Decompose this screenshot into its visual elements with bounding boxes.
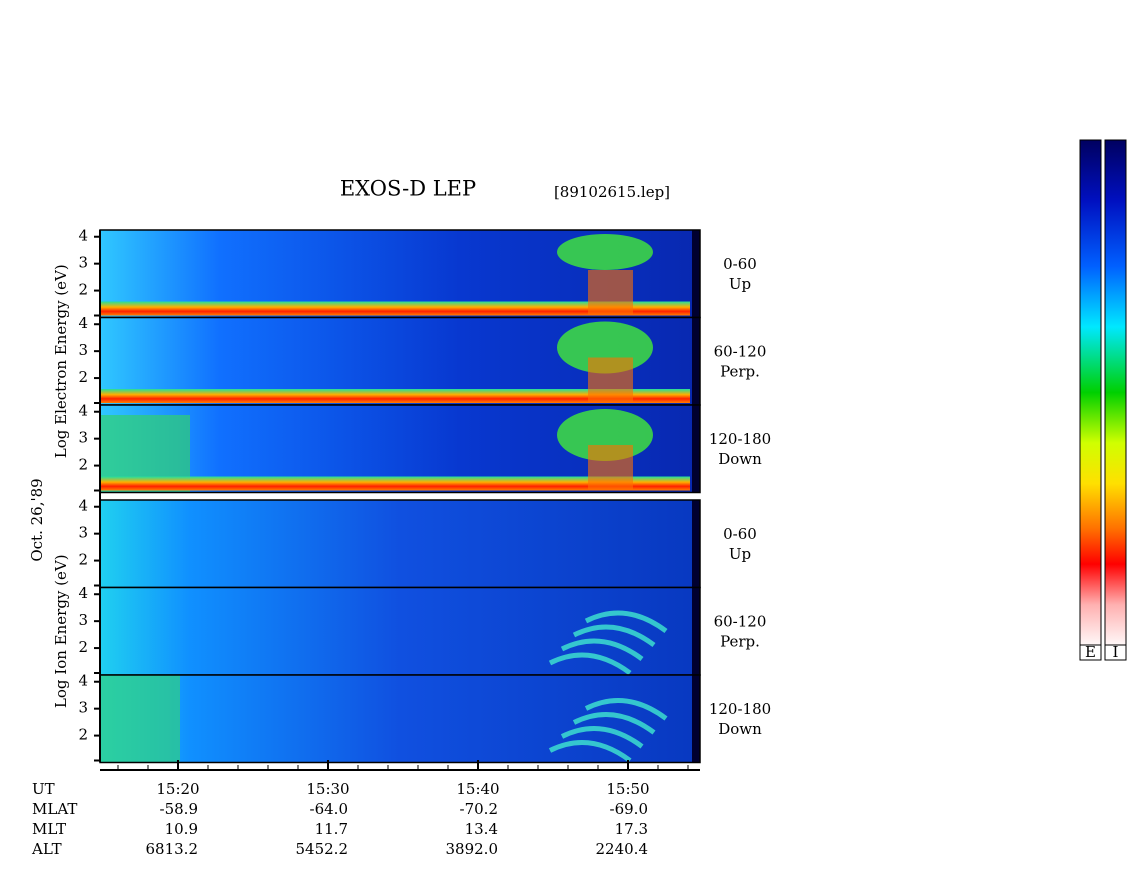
- x-tick-label: 15:20: [156, 780, 199, 798]
- y-tick-label: 4: [78, 314, 88, 332]
- row-name: UT: [32, 780, 55, 798]
- spectrogram-band: [100, 301, 690, 316]
- y-tick-label: 3: [78, 429, 88, 447]
- spectrogram-band: [100, 389, 690, 403]
- panel-direction: Perp.: [720, 633, 760, 651]
- spectrogram-arc: [560, 638, 644, 662]
- x-tick-label: 15:50: [606, 780, 649, 798]
- spectrogram-burst: [588, 270, 633, 316]
- y-tick-label: 3: [78, 524, 88, 542]
- x-tick-label: 15:30: [306, 780, 349, 798]
- spectrogram-arc: [584, 698, 668, 721]
- row-value: 13.4: [465, 820, 498, 838]
- panel-direction: Up: [729, 275, 751, 293]
- colorbar-label: E: [1085, 643, 1096, 661]
- y-tick-label: 2: [78, 368, 88, 386]
- row-value: 6813.2: [146, 840, 199, 858]
- panel-direction: Perp.: [720, 363, 760, 381]
- panel-angle: 0-60: [723, 525, 757, 543]
- panel-edge: [692, 230, 700, 318]
- spectrogram-arc: [548, 740, 632, 763]
- y-tick-label: 2: [78, 638, 88, 656]
- file-label: [89102615.lep]: [554, 183, 670, 201]
- spectrogram-burst: [588, 357, 633, 403]
- panel-angle: 120-180: [709, 430, 771, 448]
- panel-edge: [692, 675, 700, 763]
- spectrogram-burst: [588, 445, 633, 491]
- y-tick-label: 3: [78, 611, 88, 629]
- panel-angle: 0-60: [723, 255, 757, 273]
- row-value: 2240.4: [596, 840, 649, 858]
- panel-angle: 120-180: [709, 700, 771, 718]
- y-tick-label: 3: [78, 254, 88, 272]
- y-tick-label: 4: [78, 672, 88, 690]
- spectrogram-bg: [100, 675, 700, 763]
- title: EXOS-D LEP: [340, 177, 476, 201]
- spectrogram-arc: [584, 610, 668, 634]
- colorbar-label: I: [1113, 643, 1119, 661]
- spectrogram-bg: [100, 500, 700, 588]
- spectrogram-blob: [557, 234, 653, 270]
- y-tick-label: 3: [78, 699, 88, 717]
- colorbar: [1104, 139, 1127, 646]
- y-tick-label: 2: [78, 551, 88, 569]
- y-tick-label: 2: [78, 726, 88, 744]
- y-axis-label: Log Ion Energy (eV): [52, 554, 70, 708]
- spectrogram-arc: [560, 726, 644, 749]
- colorbar: [1079, 139, 1102, 646]
- row-value: 17.3: [615, 820, 648, 838]
- panel-direction: Up: [729, 545, 751, 563]
- y-tick-label: 4: [78, 402, 88, 420]
- row-value: 10.9: [165, 820, 198, 838]
- panel-direction: Down: [718, 450, 762, 468]
- row-value: -70.2: [460, 800, 498, 818]
- row-name: MLAT: [32, 800, 77, 818]
- y-tick-label: 4: [78, 497, 88, 515]
- colorbar-label-box: [1104, 644, 1127, 661]
- row-value: -64.0: [310, 800, 348, 818]
- row-value: 3892.0: [446, 840, 499, 858]
- panel-edge: [692, 500, 700, 588]
- y-tick-label: 4: [78, 584, 88, 602]
- x-tick-label: 15:40: [456, 780, 499, 798]
- y-axis-label: Log Electron Energy (eV): [52, 264, 70, 458]
- spectrogram-arc: [572, 624, 656, 648]
- panel-edge: [692, 587, 700, 675]
- date-label: Oct. 26,'89: [28, 478, 46, 561]
- y-tick-label: 2: [78, 456, 88, 474]
- row-value: 5452.2: [296, 840, 349, 858]
- row-value: 11.7: [315, 820, 348, 838]
- panel-angle: 60-120: [714, 343, 767, 361]
- spectrogram-band: [100, 476, 690, 491]
- row-value: -58.9: [160, 800, 198, 818]
- y-tick-label: 3: [78, 341, 88, 359]
- panel-edge: [692, 405, 700, 493]
- spectrogram-arc: [548, 652, 632, 676]
- spectrogram-arc: [572, 712, 656, 735]
- colorbar-label-box: [1079, 644, 1102, 661]
- spectrogram-left: [100, 675, 180, 763]
- y-tick-label: 2: [78, 281, 88, 299]
- spectrogram-bg: [100, 587, 700, 675]
- row-name: ALT: [31, 840, 62, 858]
- panel-angle: 60-120: [714, 613, 767, 631]
- panel-edge: [692, 317, 700, 405]
- panel-direction: Down: [718, 720, 762, 738]
- row-name: MLT: [32, 820, 66, 838]
- row-value: -69.0: [610, 800, 648, 818]
- y-tick-label: 4: [78, 227, 88, 245]
